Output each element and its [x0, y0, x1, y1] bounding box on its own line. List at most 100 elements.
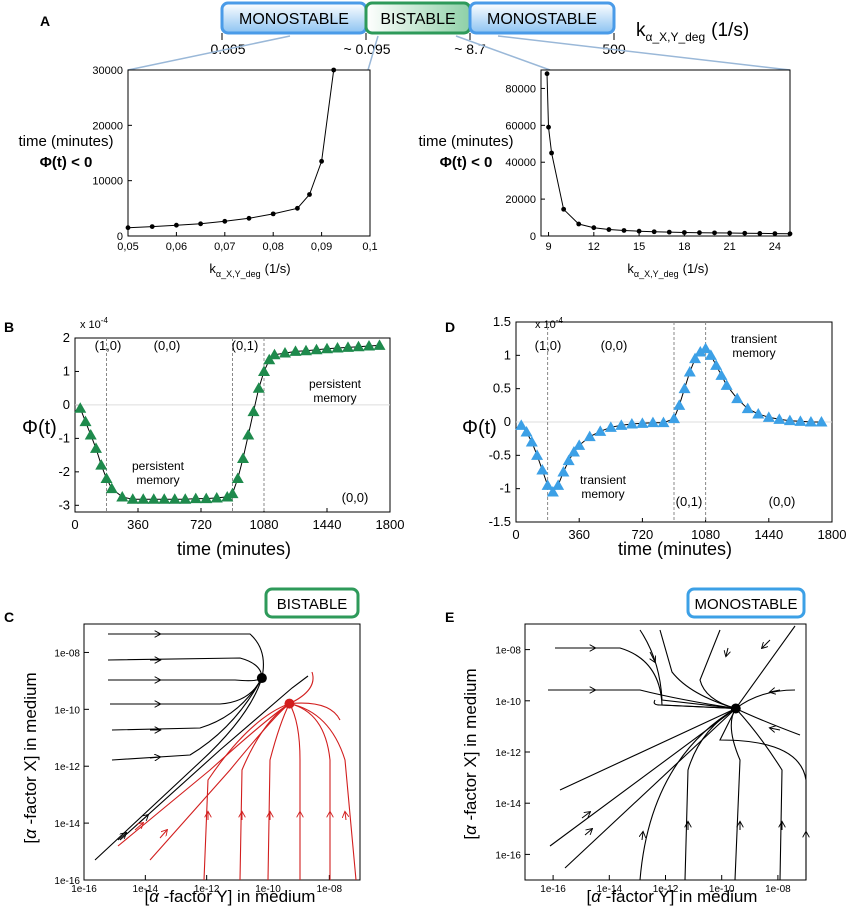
data-point — [576, 221, 582, 227]
data-point — [815, 416, 828, 427]
data-point — [100, 472, 113, 484]
data-point — [668, 412, 680, 424]
trajectory-red — [239, 703, 290, 881]
arrow-black — [117, 833, 126, 841]
data-point — [279, 347, 291, 358]
y-tick-label: 1e-16 — [495, 850, 521, 861]
zoom-line — [497, 35, 791, 71]
chart-A-right: 9 12 15 18 21 24 0 20000 40000 60000 80000 — [505, 69, 793, 253]
state-label: (0,0) — [154, 338, 181, 353]
y-tick-label: 1e-14 — [495, 799, 521, 810]
data-point — [772, 231, 778, 237]
data-point — [567, 446, 580, 457]
c-xlabel: [α -factor Y] in medium — [145, 887, 316, 906]
chart-E: 1e-16 1e-14 1e-12 1e-10 1e-08 1e-16 1e-14 1e-12… — [495, 623, 807, 895]
x-tick-label: 0,1 — [362, 241, 377, 253]
y-tick-label: -1 — [499, 481, 511, 496]
chart-B: 0 360 720 1080 1440 1800 -3 -2 -1 0 1 2 (1,0) (0,0) (0… — [58, 330, 404, 532]
arrow-red — [345, 812, 346, 821]
state-label: (0,0) — [601, 338, 628, 353]
trajectory-black — [119, 675, 309, 841]
trajectory-red — [289, 702, 341, 721]
data-point — [549, 150, 554, 156]
e-title-box — [686, 587, 806, 619]
chart-C: 1e-16 1e-14 1e-12 1e-10 1e-08 1e-16 1e-14 1e-12… — [54, 623, 361, 895]
arrow — [642, 832, 643, 841]
y-tick-label: 30000 — [92, 65, 123, 77]
d-ylabel: Φ(t) — [462, 417, 497, 439]
data-point — [557, 466, 570, 477]
trajectory-black — [108, 677, 263, 682]
panel-label-a: A — [40, 13, 50, 29]
data-point — [636, 417, 649, 428]
data-point — [95, 459, 108, 470]
trajectory — [730, 708, 741, 881]
c-title-box — [264, 587, 360, 619]
panel-label-c: C — [4, 609, 14, 625]
data-point — [242, 429, 255, 440]
data-point — [198, 221, 204, 227]
data-point — [657, 416, 670, 428]
data-point — [210, 491, 223, 503]
b-xlabel: time (minutes) — [177, 539, 291, 559]
c-title: BISTABLE — [277, 596, 348, 613]
e-xlabel: [α -factor Y] in medium — [587, 887, 758, 906]
parameter-label: kα_X,Y_deg (1/s) — [636, 20, 749, 44]
e-ylabel: [α -factor X] in medium — [461, 668, 480, 839]
annotation: memory — [313, 391, 356, 405]
data-point — [179, 493, 192, 504]
trajectory-red — [267, 703, 290, 881]
y-tick-label: 0 — [504, 414, 511, 429]
data-point — [222, 218, 228, 224]
a-right-xlabel: kα_X,Y_deg (1/s) — [627, 261, 708, 279]
trajectory-black — [107, 657, 263, 679]
x-tick-label: 18 — [678, 241, 690, 253]
trajectory-red — [117, 703, 290, 847]
data-point — [515, 419, 528, 430]
regime-bar: MONOSTABLE BISTABLE MONOSTABLE 0.005 ~ 0… — [127, 1, 791, 71]
y-tick-label: 20000 — [92, 120, 123, 132]
data-point — [221, 490, 234, 502]
data-point — [742, 230, 748, 236]
data-point — [310, 343, 323, 355]
data-point — [591, 225, 597, 231]
x-tick-label: 24 — [769, 241, 781, 253]
a-right-ylabel-1: time (minutes) — [418, 133, 513, 150]
data-point — [79, 415, 92, 427]
data-point — [712, 230, 717, 236]
trajectory — [684, 708, 737, 881]
data-point — [363, 340, 375, 351]
data-point — [268, 348, 281, 360]
trajectory — [719, 708, 807, 880]
data-point — [342, 341, 354, 352]
data-point — [704, 349, 717, 360]
data-point — [699, 342, 712, 354]
x-tick-label: 720 — [190, 517, 212, 532]
data-point — [651, 229, 657, 235]
data-point — [606, 227, 612, 232]
x-tick-label: 1e-10 — [255, 884, 281, 895]
data-point — [137, 493, 150, 504]
state-label: (1,0) — [95, 338, 122, 353]
data-point — [541, 479, 554, 490]
trajectory — [699, 629, 736, 710]
data-point — [252, 382, 265, 393]
state-label: (1,0) — [535, 338, 562, 353]
data-point — [621, 228, 627, 233]
trajectory — [639, 708, 737, 881]
data-point — [625, 418, 638, 429]
data-point — [762, 411, 775, 422]
a-left-xlabel: kα_X,Y_deg (1/s) — [209, 261, 290, 279]
b-ylabel: Φ(t) — [22, 417, 57, 439]
y-tick-label: -0.5 — [489, 447, 511, 462]
data-point — [678, 382, 691, 394]
annotation: memory — [581, 487, 624, 501]
y-tick-label: 1 — [63, 363, 70, 378]
a-left-ylabel-1: time (minutes) — [18, 133, 113, 150]
panel-label-e: E — [445, 609, 454, 625]
x-tick-label: 1e-16 — [71, 884, 97, 895]
x-tick-label: 1080 — [691, 527, 720, 542]
arrow — [581, 812, 590, 819]
data-point — [247, 405, 260, 417]
